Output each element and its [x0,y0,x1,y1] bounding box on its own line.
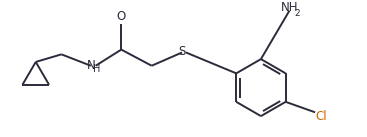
Text: N: N [87,59,95,72]
Text: Cl: Cl [315,110,327,123]
Text: O: O [117,10,126,23]
Text: 2: 2 [294,9,300,18]
Text: S: S [178,45,186,58]
Text: H: H [93,64,100,74]
Text: NH: NH [281,2,298,14]
